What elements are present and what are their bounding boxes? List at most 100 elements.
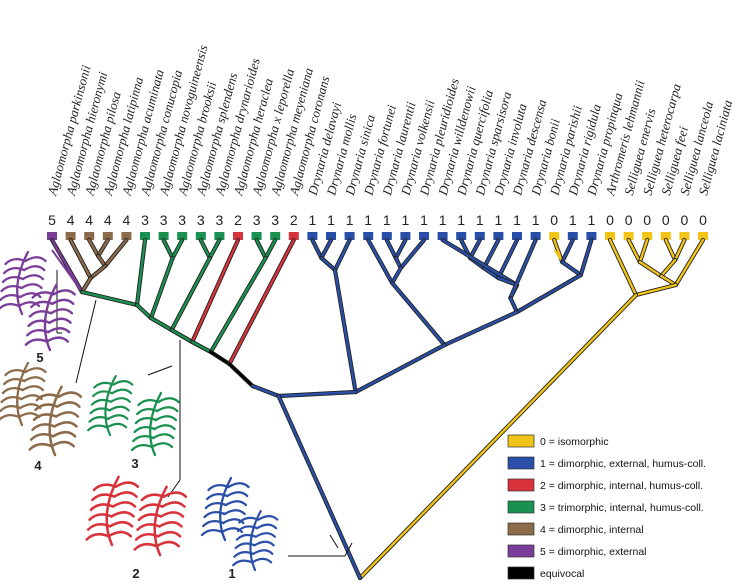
legend-label: 5 = dimorphic, external [540, 546, 647, 558]
branch [311, 238, 323, 260]
legend-label: 3 = trimorphic, internal, humus-coll. [540, 502, 704, 514]
branch [277, 390, 357, 398]
branch [103, 238, 128, 268]
branch [89, 264, 107, 280]
tip-state-box [326, 232, 336, 240]
state-code: 3 [271, 212, 279, 228]
branch [674, 238, 705, 287]
legend-swatch [507, 500, 535, 514]
legend-label: 1 = dimorphic, external, humus-coll. [540, 458, 706, 470]
branch [358, 293, 638, 580]
purple-tip-branch [51, 249, 83, 293]
state-code: 1 [402, 212, 410, 228]
tip-state-box [102, 232, 113, 240]
branch [135, 238, 147, 307]
illustration-label: 4 [34, 458, 42, 473]
branch [149, 316, 173, 332]
state-code: 4 [67, 212, 75, 228]
illustration-label: 3 [131, 456, 138, 471]
state-code: 3 [160, 212, 168, 228]
legend-label: 4 = dimorphic, internal [540, 524, 644, 536]
tip-state-box [567, 232, 578, 240]
state-code: 1 [439, 212, 447, 228]
tip-state-box [214, 232, 225, 240]
legend-swatch [507, 456, 535, 470]
tip-state-box [140, 232, 150, 240]
branch [509, 296, 519, 314]
branch [149, 256, 174, 320]
frond-illustrations: 5 4 3 2 1 [0, 250, 279, 581]
illustration-label: 1 [228, 566, 235, 581]
branch [228, 238, 295, 366]
branch [277, 394, 362, 580]
tip-state-box [288, 232, 299, 240]
tip-state-box [47, 232, 57, 240]
tip-state-box [679, 232, 690, 240]
branch [354, 343, 446, 394]
legend-label: 0 = isomorphic [540, 436, 609, 448]
state-code: 3 [197, 212, 205, 228]
branch [638, 238, 649, 264]
state-code: 1 [383, 212, 391, 228]
branch [80, 276, 92, 294]
branch [209, 256, 267, 354]
pointer-line [344, 542, 353, 557]
state-code: 1 [476, 212, 484, 228]
branch [190, 238, 240, 344]
state-code: 2 [234, 212, 242, 228]
branch [664, 238, 677, 262]
state-code: 3 [141, 212, 149, 228]
branch [561, 260, 582, 277]
branch [80, 290, 139, 307]
branch [608, 238, 638, 297]
branch [170, 328, 194, 344]
tip-state-box [344, 232, 355, 240]
legend-swatch [507, 566, 535, 580]
fern-frond-icon [24, 283, 76, 352]
tip-state-box [121, 232, 132, 240]
tip-state-box [363, 232, 374, 240]
fern-frond-icon [133, 485, 188, 557]
branch [441, 238, 519, 287]
state-code: 1 [309, 212, 317, 228]
branch [171, 238, 184, 260]
state-code: 1 [327, 212, 335, 228]
branch [96, 238, 110, 258]
branch [385, 238, 397, 260]
legend-swatch [507, 544, 535, 558]
state-code: 1 [457, 212, 465, 228]
branch [509, 238, 537, 300]
branch [443, 310, 519, 347]
pointer-line [329, 534, 339, 549]
tip-state-box [270, 232, 281, 240]
fern-frond-icon [232, 510, 279, 572]
tip-state-box [195, 232, 206, 240]
tip-state-box [158, 232, 169, 240]
fern-frond-icon [130, 391, 180, 457]
legend: 0 = isomorphic 1 = dimorphic, external, h… [507, 434, 706, 580]
branch [579, 238, 593, 277]
tip-state-box [65, 232, 76, 240]
legend-swatch [507, 434, 535, 448]
illustration-label: 5 [36, 350, 43, 365]
branch [135, 303, 153, 320]
legend-swatch [507, 478, 535, 492]
tip-state-box [251, 232, 262, 240]
tip-state-box [419, 232, 429, 240]
branch [673, 238, 686, 262]
state-code: 5 [48, 212, 56, 228]
branch [482, 266, 500, 280]
tip-state-box [437, 232, 448, 240]
branch [394, 238, 407, 260]
branch [561, 238, 574, 264]
state-code: 3 [178, 212, 186, 228]
tip-state-box [456, 232, 467, 240]
fern-frond-icon [0, 361, 47, 427]
tip-state-box [474, 232, 485, 240]
fern-frond-icon [85, 475, 140, 547]
tip-state-box [400, 232, 411, 240]
branch [87, 238, 100, 258]
illustration-label: 2 [132, 566, 139, 581]
